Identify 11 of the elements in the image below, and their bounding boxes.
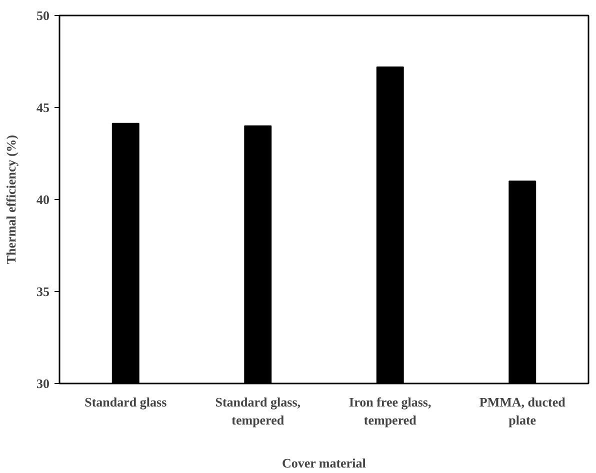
x-axis-title: Cover material <box>282 456 366 470</box>
y-tick-label: 30 <box>36 376 50 391</box>
y-tick-label: 35 <box>36 284 50 299</box>
x-tick-label: Iron free glass, tempered <box>349 394 432 428</box>
x-tick-label: PMMA, ducted plate <box>479 394 566 428</box>
y-tick-label: 40 <box>36 192 50 207</box>
x-tick-label: Standard glass, tempered <box>215 394 300 428</box>
x-tick-label: Standard glass <box>84 394 167 410</box>
y-tick-label: 50 <box>36 8 50 23</box>
y-tick-label: 45 <box>36 100 50 115</box>
y-axis-title: Thermal efficiency (%) <box>4 134 18 264</box>
